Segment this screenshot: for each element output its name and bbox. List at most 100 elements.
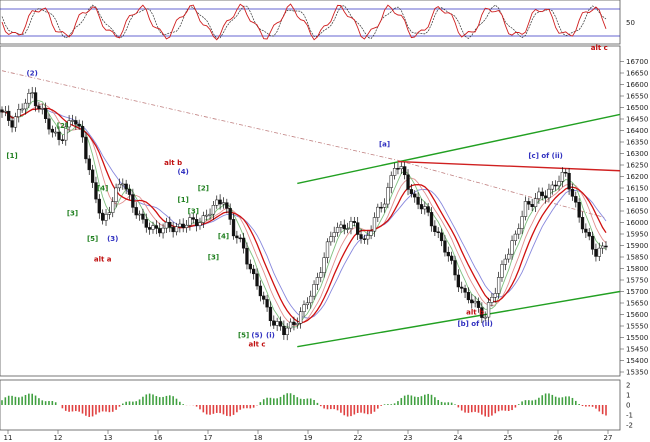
price-tick-label: 15400 — [626, 357, 648, 365]
candle-body — [124, 183, 128, 190]
candle-body — [382, 203, 387, 208]
candle-body — [258, 285, 263, 297]
candle-body — [507, 253, 511, 260]
price-tick-label: 15850 — [626, 254, 648, 262]
candle-body — [74, 120, 78, 125]
candle-body — [446, 251, 450, 257]
candles — [0, 86, 608, 341]
price-tick-label: 15500 — [626, 334, 648, 342]
candle-body — [181, 223, 185, 228]
candle-body — [97, 198, 101, 214]
price-tick-label: 16500 — [626, 104, 648, 112]
price-tick-label: 15800 — [626, 265, 648, 273]
candle-body — [262, 295, 266, 300]
time-tick-label: 18 — [254, 434, 263, 442]
candle-body — [3, 110, 8, 113]
wave-label: alt b — [164, 159, 182, 167]
candle-body — [533, 198, 538, 207]
candle-body — [419, 204, 424, 210]
candle-body — [557, 181, 561, 187]
candle-body — [376, 206, 380, 218]
price-panel — [0, 45, 621, 377]
candle-body — [127, 188, 132, 195]
candle-body — [252, 268, 256, 275]
candle-body — [503, 258, 507, 265]
candle-body — [379, 206, 383, 209]
wave-label: [5] — [87, 235, 98, 243]
candle-body — [47, 118, 51, 130]
wave-label: [b] of (ii) — [457, 320, 492, 328]
candle-body — [439, 232, 444, 242]
candle-body — [27, 93, 31, 104]
candle-body — [600, 245, 605, 249]
candle-body — [111, 201, 115, 213]
candle-body — [43, 108, 48, 119]
candle-body — [399, 166, 403, 170]
candle-body — [342, 224, 346, 230]
candle-body — [67, 120, 71, 128]
candle-body — [7, 110, 11, 121]
candle-body — [349, 221, 353, 229]
moving-averages — [1, 100, 607, 328]
candle-body — [594, 249, 598, 257]
candle-body — [577, 202, 581, 218]
candle-body — [584, 228, 588, 233]
candle-body — [87, 158, 91, 171]
histogram-tick-label: -1 — [626, 412, 633, 420]
candle-body — [10, 120, 14, 128]
price-tick-label: 16050 — [626, 208, 648, 216]
wave-label: [4] — [218, 233, 229, 241]
candle-body — [537, 191, 541, 199]
candle-body — [396, 168, 400, 170]
wave-label: alt b — [466, 309, 484, 317]
wave-label: [2] — [198, 184, 209, 192]
candle-body — [201, 215, 205, 223]
lower-channel-line — [297, 290, 621, 348]
candle-body — [131, 194, 135, 208]
candle-body — [587, 232, 591, 237]
candle-body — [389, 175, 393, 188]
wave-label: [c] of (ii) — [528, 152, 562, 160]
oscillator-panel — [0, 0, 621, 45]
candle-body — [268, 306, 273, 322]
candle-body — [554, 184, 558, 187]
price-tick-label: 16400 — [626, 127, 648, 135]
candle-body — [473, 300, 477, 304]
candle-body — [40, 108, 44, 110]
time-tick-label: 17 — [204, 434, 213, 442]
candle-body — [352, 221, 356, 223]
candle-body — [221, 202, 226, 205]
candle-body — [476, 300, 481, 308]
candle-body — [80, 126, 85, 138]
candle-body — [527, 201, 531, 205]
candle-body — [107, 212, 112, 215]
wave-label: alt a — [94, 256, 112, 264]
candle-body — [356, 222, 360, 235]
candle-body — [50, 128, 54, 133]
price-tick-label: 16550 — [626, 93, 648, 101]
candle-body — [121, 183, 125, 186]
price-tick-label: 15350 — [626, 369, 648, 377]
wave-label: [2] — [57, 122, 68, 130]
candle-body — [228, 208, 232, 220]
candle-body — [443, 240, 447, 253]
candle-body — [144, 219, 148, 228]
candle-body — [154, 225, 159, 229]
time-tick-label: 24 — [454, 434, 463, 442]
candle-body — [168, 221, 172, 228]
candle-body — [272, 320, 276, 326]
candle-body — [426, 206, 430, 213]
candle-body — [101, 212, 105, 221]
candle-body — [315, 277, 320, 285]
candle-body — [208, 213, 212, 216]
time-axis: 11 12 13 16 17 18 19 22 23 24 25 26 27 — [4, 430, 612, 442]
candle-body — [298, 311, 303, 324]
candle-body — [255, 273, 259, 287]
candle-body — [248, 263, 252, 270]
candle-body — [312, 284, 316, 297]
candle-body — [20, 108, 24, 111]
candle-body — [480, 307, 484, 318]
candle-body — [403, 166, 407, 176]
price-tick-label: 15950 — [626, 231, 648, 239]
